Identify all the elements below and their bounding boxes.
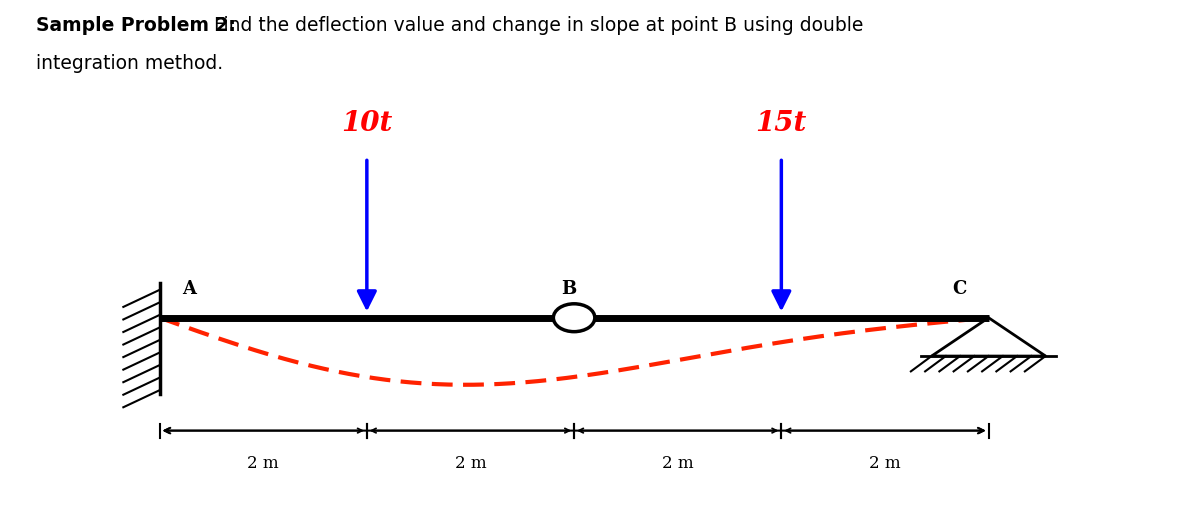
Text: B: B	[562, 280, 576, 298]
Text: 2 m: 2 m	[247, 455, 280, 472]
Text: 2 m: 2 m	[869, 455, 901, 472]
Text: integration method.: integration method.	[36, 54, 223, 73]
Text: C: C	[953, 280, 967, 298]
Circle shape	[553, 304, 595, 332]
Text: Sample Problem 2:: Sample Problem 2:	[36, 16, 236, 35]
Text: 15t: 15t	[756, 110, 808, 136]
Text: 10t: 10t	[341, 110, 392, 136]
Text: 2 m: 2 m	[455, 455, 486, 472]
Text: Find the deflection value and change in slope at point B using double: Find the deflection value and change in …	[214, 16, 863, 35]
Text: A: A	[182, 280, 197, 298]
Text: 2 m: 2 m	[662, 455, 694, 472]
